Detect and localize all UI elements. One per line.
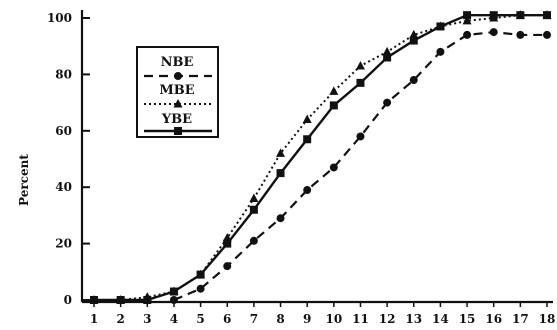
data-point-ybe [543, 11, 551, 20]
x-tick-label: 6 [223, 312, 231, 326]
data-point-nbe [543, 30, 551, 39]
y-tick-label: 0 [64, 293, 72, 307]
legend: NBE MBE YBE [136, 46, 219, 138]
data-point-mbe [329, 86, 339, 95]
data-point-nbe [436, 47, 445, 56]
data-point-ybe [169, 287, 178, 296]
data-point-ybe [463, 11, 472, 20]
x-tick-label: 7 [250, 312, 258, 326]
data-point-nbe [489, 28, 498, 37]
legend-marker-mbe [173, 99, 183, 108]
y-ticks: 0 20 40 60 80 100 [47, 11, 90, 307]
legend-box [136, 46, 219, 138]
x-tick-label: 14 [432, 312, 449, 326]
data-point-nbe [516, 30, 525, 39]
legend-label-nbe: NBE [161, 55, 194, 70]
data-point-ybe [196, 270, 205, 279]
legend-label-mbe: MBE [159, 83, 194, 98]
data-point-ybe [436, 22, 445, 31]
x-tick-label: 5 [196, 312, 204, 326]
data-point-nbe [356, 132, 365, 141]
data-point-nbe [169, 296, 178, 304]
series-line-nbe [173, 30, 547, 302]
data-point-ybe [223, 239, 232, 248]
data-point-ybe [90, 296, 98, 304]
data-point-nbe [249, 236, 258, 245]
data-point-ybe [276, 169, 285, 178]
x-tick-label: 2 [116, 312, 124, 326]
data-point-ybe [383, 53, 392, 62]
x-tick-label: 16 [485, 312, 502, 326]
series-ybe [90, 11, 551, 304]
x-tick-label: 13 [405, 312, 422, 326]
data-point-nbe [383, 98, 392, 107]
data-point-mbe [276, 148, 286, 157]
data-point-ybe [516, 11, 525, 20]
series-nbe [169, 28, 551, 304]
data-point-nbe [276, 214, 285, 223]
y-tick-label: 100 [47, 11, 72, 25]
x-tick-label: 12 [379, 312, 396, 326]
data-point-mbe [302, 114, 312, 124]
data-point-nbe [329, 163, 338, 172]
legend-marker-nbe [174, 72, 182, 80]
x-tick-label: 17 [512, 312, 529, 326]
data-point-nbe [196, 284, 205, 293]
x-tick-label: 1 [90, 312, 98, 326]
y-tick-label: 40 [55, 180, 72, 194]
series-line-ybe [94, 13, 547, 302]
data-point-ybe [249, 205, 258, 214]
x-tick-label: 11 [352, 312, 369, 326]
data-point-ybe [303, 135, 312, 144]
x-tick-label: 9 [303, 312, 311, 326]
y-axis-label: Percent [17, 154, 31, 206]
y-tick-label: 60 [55, 124, 72, 138]
x-tick-label: 15 [459, 312, 476, 326]
x-tick-label: 3 [143, 312, 151, 326]
data-point-ybe [356, 78, 365, 87]
data-point-mbe [382, 46, 392, 56]
data-point-nbe [303, 186, 312, 195]
data-point-nbe [223, 262, 232, 271]
x-ticks: 1 2 3 4 5 6 7 8 9 10 11 12 13 14 15 16 17 18 [90, 302, 556, 326]
data-point-mbe [249, 193, 259, 202]
data-point-nbe [463, 30, 472, 39]
data-point-ybe [329, 101, 338, 110]
data-point-mbe [409, 29, 419, 39]
data-point-ybe [409, 36, 418, 45]
x-tick-label: 4 [170, 312, 178, 326]
data-point-ybe [116, 296, 125, 304]
data-point-ybe [489, 11, 498, 20]
x-tick-label: 8 [276, 312, 284, 326]
x-tick-label: 18 [539, 312, 556, 326]
data-point-ybe [143, 296, 152, 304]
y-tick-label: 20 [55, 237, 72, 251]
data-point-mbe [355, 60, 365, 70]
data-point-nbe [409, 76, 418, 85]
legend-marker-ybe [174, 127, 182, 135]
x-tick-label: 10 [325, 312, 342, 326]
series-layer [89, 10, 552, 304]
data-point-mbe [462, 15, 472, 25]
axes [80, 10, 553, 304]
y-tick-label: 80 [55, 67, 72, 81]
legend-label-ybe: YBE [161, 112, 192, 127]
